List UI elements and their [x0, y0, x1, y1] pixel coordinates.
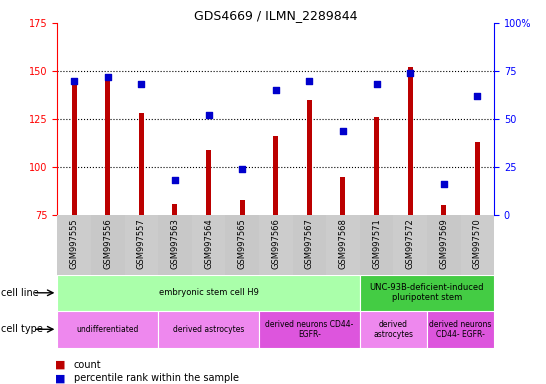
Bar [158, 311, 259, 348]
Text: GSM997570: GSM997570 [473, 218, 482, 269]
Point [406, 70, 414, 76]
Point [271, 87, 280, 93]
Bar [206, 150, 211, 215]
Bar [173, 204, 177, 215]
Text: derived neurons CD44-
EGFR-: derived neurons CD44- EGFR- [265, 319, 353, 339]
Text: cell line: cell line [1, 288, 39, 298]
Point [238, 166, 246, 172]
Bar [360, 311, 427, 348]
Bar [374, 117, 379, 215]
Text: derived neurons
CD44- EGFR-: derived neurons CD44- EGFR- [429, 319, 492, 339]
Bar [427, 215, 460, 275]
Bar [91, 215, 124, 275]
Point [70, 78, 79, 84]
Text: GSM997572: GSM997572 [406, 218, 414, 269]
Text: GSM997556: GSM997556 [103, 218, 112, 269]
Text: UNC-93B-deficient-induced
pluripotent stem: UNC-93B-deficient-induced pluripotent st… [370, 283, 484, 303]
Bar [293, 215, 326, 275]
Bar [105, 81, 110, 215]
Bar [124, 215, 158, 275]
Bar [360, 215, 393, 275]
Bar [360, 275, 494, 311]
Bar [408, 67, 413, 215]
Bar [259, 215, 293, 275]
Text: GSM997557: GSM997557 [137, 218, 146, 269]
Bar [475, 142, 480, 215]
Point [204, 112, 213, 118]
Point [103, 74, 112, 80]
Text: GSM997571: GSM997571 [372, 218, 381, 269]
Bar [393, 215, 427, 275]
Text: ■: ■ [55, 373, 65, 383]
Bar [427, 311, 494, 348]
Text: count: count [74, 360, 102, 370]
Bar [72, 81, 76, 215]
Text: GSM997567: GSM997567 [305, 218, 314, 269]
Text: embryonic stem cell H9: embryonic stem cell H9 [158, 288, 258, 297]
Text: undifferentiated: undifferentiated [76, 325, 139, 334]
Bar [326, 215, 360, 275]
Bar [259, 311, 360, 348]
Bar [307, 100, 312, 215]
Bar [158, 215, 192, 275]
Bar [57, 215, 91, 275]
Point [170, 177, 179, 184]
Title: GDS4669 / ILMN_2289844: GDS4669 / ILMN_2289844 [194, 9, 358, 22]
Text: GSM997555: GSM997555 [70, 218, 79, 269]
Text: derived astrocytes: derived astrocytes [173, 325, 244, 334]
Point [473, 93, 482, 99]
Text: percentile rank within the sample: percentile rank within the sample [74, 373, 239, 383]
Point [440, 181, 448, 187]
Text: GSM997569: GSM997569 [439, 218, 448, 269]
Bar [441, 205, 446, 215]
Text: GSM997564: GSM997564 [204, 218, 213, 269]
Text: GSM997568: GSM997568 [339, 218, 347, 269]
Text: GSM997563: GSM997563 [170, 218, 180, 269]
Bar [273, 136, 278, 215]
Point [339, 127, 347, 134]
Bar [192, 215, 225, 275]
Point [137, 81, 146, 88]
Text: GSM997566: GSM997566 [271, 218, 280, 269]
Text: GSM997565: GSM997565 [238, 218, 247, 269]
Point [305, 78, 314, 84]
Bar [225, 215, 259, 275]
Text: derived
astrocytes: derived astrocytes [373, 319, 413, 339]
Text: cell type: cell type [1, 324, 43, 334]
Bar [139, 113, 144, 215]
Text: ■: ■ [55, 360, 65, 370]
Bar [240, 200, 245, 215]
Bar [57, 275, 360, 311]
Bar [460, 215, 494, 275]
Point [372, 81, 381, 88]
Bar [340, 177, 346, 215]
Bar [57, 311, 158, 348]
